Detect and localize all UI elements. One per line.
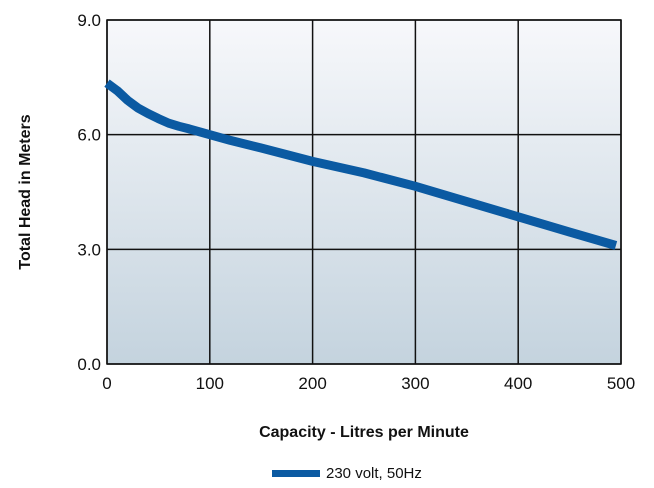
x-tick-label: 200 [298, 374, 326, 393]
legend-label: 230 volt, 50Hz [326, 464, 422, 482]
y-axis-label: Total Head in Meters [17, 114, 34, 269]
x-tick-label: 300 [401, 374, 429, 393]
y-tick-label: 3.0 [77, 240, 101, 259]
plot-background [107, 20, 621, 364]
y-tick-label: 0.0 [77, 355, 101, 374]
x-tick-labels: 0 100 200 300 400 500 [102, 374, 635, 393]
x-tick-label: 500 [607, 374, 635, 393]
x-tick-label: 100 [196, 374, 224, 393]
x-axis-label: Capacity - Litres per Minute [259, 424, 469, 441]
series-layer [104, 79, 618, 250]
series-line-0 [104, 79, 618, 250]
legend: 230 volt, 50Hz [272, 464, 422, 482]
plot-border [106, 19, 622, 365]
x-tick-label: 400 [504, 374, 532, 393]
x-tick-label: 0 [102, 374, 111, 393]
y-tick-label: 6.0 [77, 126, 101, 145]
legend-swatch [272, 469, 320, 477]
grid-lines [106, 19, 622, 365]
y-tick-label: 9.0 [77, 11, 101, 30]
y-tick-labels: 0.0 3.0 6.0 9.0 [77, 11, 101, 374]
